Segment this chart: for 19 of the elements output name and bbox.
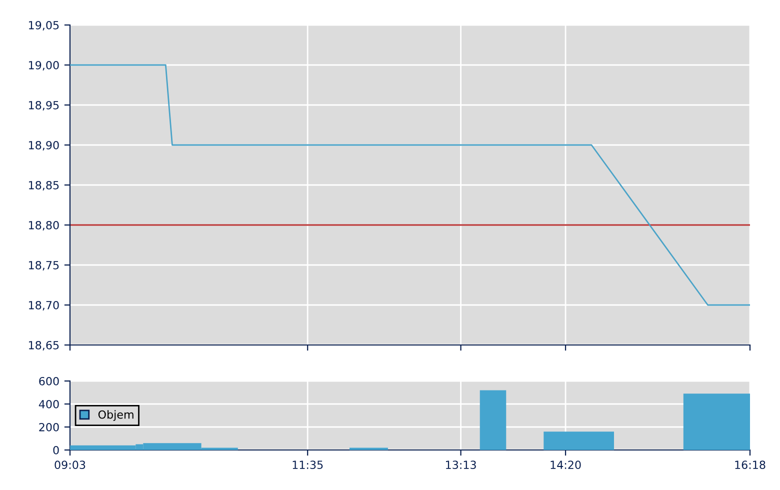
y-tick-label: 18,65 <box>28 340 59 351</box>
y-tick-label: 0 <box>53 446 59 454</box>
y-tick-label: 18,70 <box>28 300 59 311</box>
x-tick-label: 09:03 <box>54 460 86 470</box>
y-tick-label: 19,05 <box>28 20 59 31</box>
x-tick-label: 13:13 <box>446 460 476 470</box>
y-tick-label: 200 <box>39 422 59 432</box>
y-tick-label: 600 <box>39 376 59 386</box>
y-tick-label: 18,85 <box>28 180 59 191</box>
y-tick-label: 18,75 <box>28 260 59 271</box>
y-tick-label: 400 <box>38 400 59 408</box>
x-tick-label: 11:35 <box>292 460 323 470</box>
legend-label: Objem <box>98 410 134 421</box>
x-tick-label: 14:20 <box>550 460 581 470</box>
y-tick-label: 18,80 <box>28 220 59 231</box>
y-tick-label: 18,90 <box>28 140 59 151</box>
y-tick-label: 18,95 <box>28 100 59 111</box>
x-tick-label: 16:18 <box>735 460 766 470</box>
y-tick-label: 19,00 <box>28 60 59 71</box>
